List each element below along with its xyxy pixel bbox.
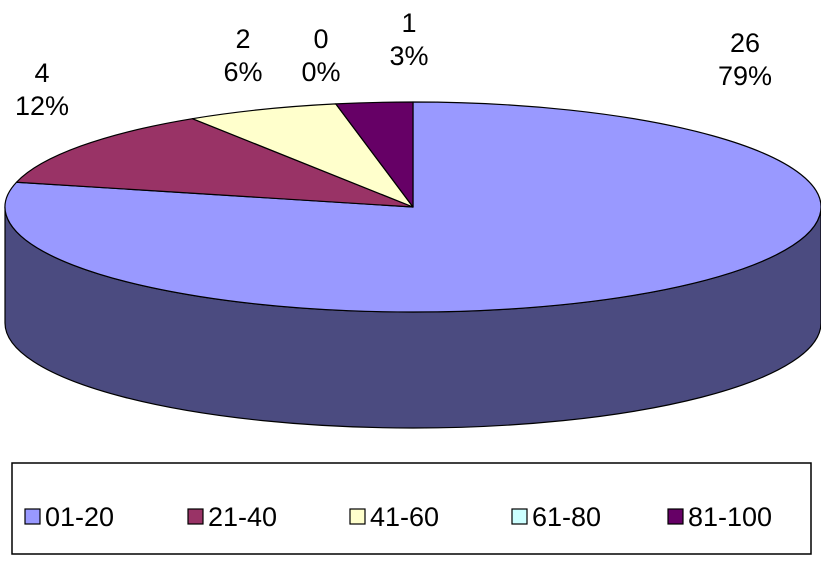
pie-slice-41-60 [191, 103, 414, 208]
legend-swatch-01-20 [24, 508, 41, 525]
pie-slice-81-100 [335, 101, 414, 208]
data-label-percent-61-80: 0% [301, 57, 340, 87]
data-label-percent-21-40: 12% [15, 91, 69, 121]
pie-slice-21-40 [15, 118, 414, 208]
data-label-value-61-80: 0 [313, 24, 328, 54]
data-label-percent-81-100: 3% [389, 41, 428, 71]
legend-label-01-20: 01-20 [45, 502, 114, 532]
legend-swatch-41-60 [349, 508, 366, 525]
legend-label-41-60: 41-60 [370, 502, 439, 532]
data-label-value-41-60: 2 [235, 24, 250, 54]
pie-plot-area [4, 101, 821, 429]
legend-label-21-40: 21-40 [208, 502, 277, 532]
legend-label-81-100: 81-100 [688, 502, 772, 532]
data-label-value-81-100: 1 [401, 8, 416, 38]
legend-swatch-81-100 [667, 508, 684, 525]
data-label-value-01-20: 26 [730, 28, 760, 58]
legend-swatch-21-40 [187, 508, 204, 525]
legend-label-61-80: 61-80 [532, 502, 601, 532]
data-label-value-21-40: 4 [34, 58, 49, 88]
data-label-percent-01-20: 79% [718, 61, 772, 91]
data-label-percent-41-60: 6% [223, 57, 262, 87]
legend-swatch-61-80 [511, 508, 528, 525]
legend: 01-20 21-40 41-60 61-80 81-100 [11, 462, 812, 555]
